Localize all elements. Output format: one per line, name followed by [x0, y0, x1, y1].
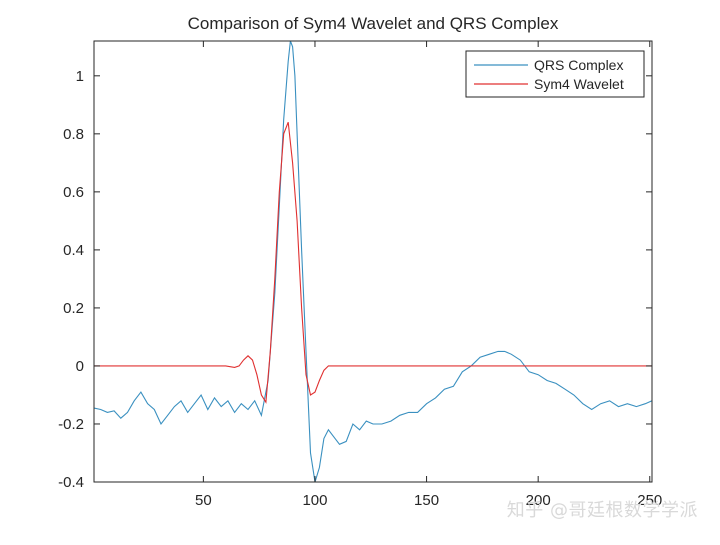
- plot-frame: [93, 40, 653, 483]
- x-tick-label: 250: [637, 492, 662, 509]
- chart-title: Comparison of Sym4 Wavelet and QRS Compl…: [188, 14, 559, 33]
- legend-label-1: QRS Complex: [534, 57, 623, 73]
- x-tick-label: 200: [526, 492, 551, 509]
- watermark: 知乎 @哥廷根数学学派: [506, 500, 698, 521]
- y-tick-label: 0.8: [63, 126, 84, 143]
- series-line-2: [94, 122, 652, 404]
- y-tick-label: 0.6: [63, 184, 84, 201]
- y-tick-label: -0.2: [58, 416, 84, 433]
- x-tick-label: 150: [414, 492, 439, 509]
- y-tick-label: 1: [76, 68, 84, 85]
- y-tick-label: 0: [76, 358, 84, 375]
- legend-box: [465, 50, 645, 98]
- x-tick-label: 50: [195, 492, 212, 509]
- x-tick-label: 100: [302, 492, 327, 509]
- y-tick-label: 0.4: [63, 242, 84, 259]
- y-tick-label: -0.4: [58, 474, 84, 491]
- legend-label-2: Sym4 Wavelet: [534, 76, 624, 92]
- y-tick-label: 0.2: [63, 300, 84, 317]
- series-line-1: [94, 41, 652, 482]
